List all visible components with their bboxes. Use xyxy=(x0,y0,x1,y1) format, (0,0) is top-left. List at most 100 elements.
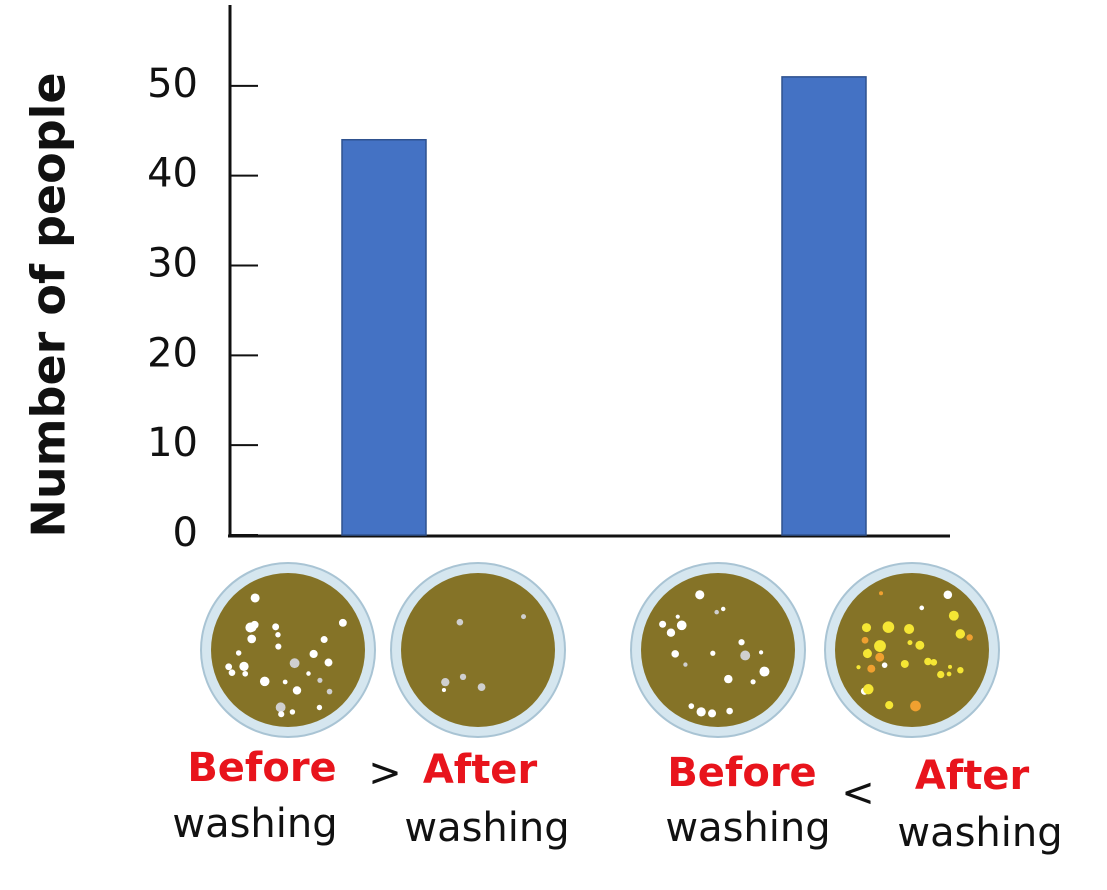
category-before-sub: washing xyxy=(172,801,337,847)
colony xyxy=(326,688,333,695)
colony xyxy=(714,609,719,615)
colony xyxy=(289,658,300,669)
colony xyxy=(930,658,938,666)
colony xyxy=(866,648,871,653)
comparison-sign: < xyxy=(841,770,875,816)
colony xyxy=(740,650,751,661)
colony xyxy=(316,704,323,711)
colony xyxy=(879,591,884,596)
colony xyxy=(317,677,323,683)
colony xyxy=(882,621,895,633)
dish-agar xyxy=(211,573,365,727)
colony xyxy=(688,703,695,709)
colony xyxy=(666,628,676,637)
colony xyxy=(338,618,347,627)
category-after-sub: washing xyxy=(897,810,1062,856)
colony xyxy=(242,670,249,677)
colony xyxy=(275,643,282,650)
colony xyxy=(278,711,285,718)
colony xyxy=(900,659,909,668)
colony xyxy=(441,677,450,687)
y-tick-label: 10 xyxy=(147,420,198,466)
dish-agar xyxy=(835,573,989,727)
colony xyxy=(946,671,952,677)
colony xyxy=(250,593,260,603)
colony xyxy=(710,650,716,656)
colony xyxy=(292,686,302,695)
colony xyxy=(726,707,733,715)
bar xyxy=(341,138,427,536)
colony xyxy=(966,634,973,641)
colony xyxy=(235,650,242,656)
colony xyxy=(720,606,726,612)
colony xyxy=(225,663,233,671)
colony xyxy=(724,674,733,684)
colony xyxy=(759,666,770,677)
colony xyxy=(750,679,756,685)
colony xyxy=(521,614,527,620)
colony xyxy=(320,636,328,644)
colony xyxy=(245,622,256,633)
colony xyxy=(695,590,705,600)
colony xyxy=(738,639,745,646)
colony xyxy=(228,669,236,676)
colony xyxy=(881,662,888,668)
category-after: After xyxy=(423,747,538,793)
colony xyxy=(910,700,921,712)
colony xyxy=(937,670,945,679)
colony xyxy=(247,634,257,644)
colony xyxy=(758,650,764,655)
y-tick-label: 20 xyxy=(147,330,198,376)
dish-agar xyxy=(401,573,555,727)
colony xyxy=(875,652,885,662)
colony xyxy=(309,649,318,659)
colony xyxy=(659,620,667,628)
colony xyxy=(275,702,286,713)
colony xyxy=(907,640,913,646)
y-tick-label: 30 xyxy=(147,241,198,287)
colony xyxy=(477,683,486,692)
y-axis-label: Number of people xyxy=(22,72,76,537)
y-tick-label: 50 xyxy=(147,61,198,107)
colony xyxy=(239,661,249,672)
colony xyxy=(955,629,966,639)
colony xyxy=(924,657,932,666)
colony xyxy=(456,618,464,626)
category-after-sub: washing xyxy=(404,805,569,851)
y-tick-label: 40 xyxy=(147,151,198,197)
colony xyxy=(675,614,680,619)
colony xyxy=(676,620,687,631)
colony xyxy=(943,590,953,600)
colony xyxy=(915,640,925,650)
colony xyxy=(259,676,270,687)
colony xyxy=(919,605,925,611)
category-before: Before xyxy=(187,745,336,791)
colony xyxy=(324,658,333,667)
category-before-sub: washing xyxy=(665,805,830,851)
colony xyxy=(957,666,964,674)
category-before: Before xyxy=(667,750,816,796)
colony xyxy=(863,684,874,695)
colony xyxy=(696,707,706,717)
petri-dishes xyxy=(200,562,1000,738)
colony xyxy=(861,623,872,633)
colony xyxy=(885,701,894,710)
colony xyxy=(874,640,886,652)
colony xyxy=(948,664,953,669)
colony xyxy=(861,636,869,644)
bar xyxy=(781,76,867,536)
colony xyxy=(948,610,959,621)
colony xyxy=(306,671,311,676)
y-tick-label: 0 xyxy=(173,510,198,556)
colony xyxy=(708,709,717,718)
category-after: After xyxy=(915,753,1030,799)
colony xyxy=(904,623,915,635)
colony xyxy=(856,665,861,670)
colony xyxy=(671,650,679,658)
colony xyxy=(867,664,876,673)
colony xyxy=(459,673,467,681)
colony xyxy=(289,709,296,715)
dish-agar xyxy=(641,573,795,727)
colony xyxy=(441,687,447,693)
